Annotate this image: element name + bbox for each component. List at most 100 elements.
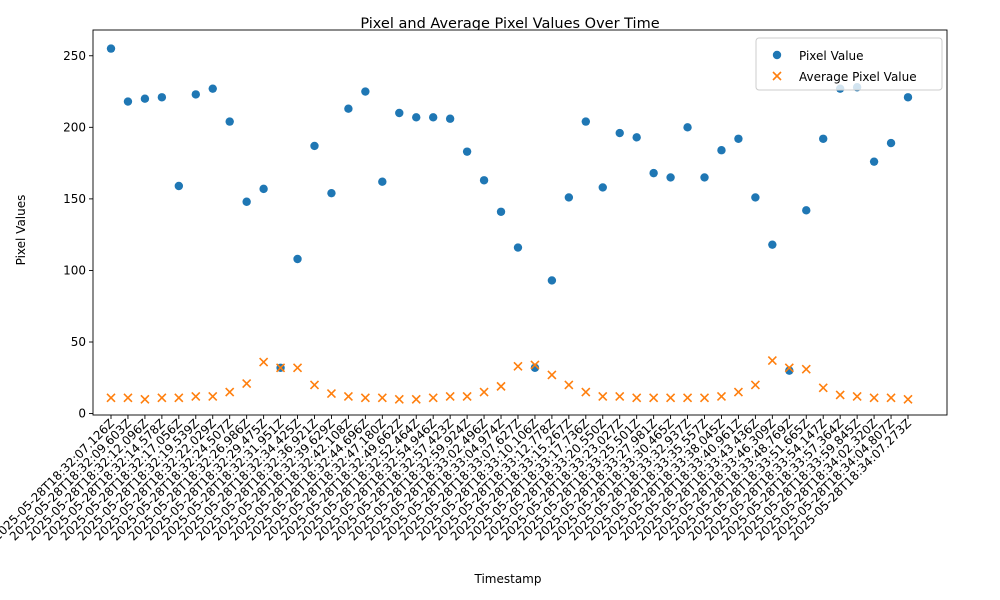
average-pixel-value-point — [259, 357, 269, 367]
average-pixel-value-point — [242, 378, 252, 389]
average-pixel-value-point — [343, 391, 353, 401]
pixel-value-point — [666, 173, 675, 182]
pixel-value-point — [700, 173, 709, 182]
average-pixel-value-point — [292, 363, 303, 373]
average-pixel-value-point — [801, 364, 811, 374]
average-pixel-value-point — [615, 391, 625, 401]
pixel-value-point — [547, 276, 557, 285]
average-pixel-value-point — [699, 393, 710, 403]
average-pixel-value-point — [598, 391, 608, 401]
average-pixel-value-point — [394, 394, 404, 404]
average-pixel-value-point — [326, 388, 337, 399]
y-tick-label: 50 — [71, 335, 86, 349]
legend-marker-pixel-value — [772, 50, 782, 60]
average-pixel-value-point — [496, 381, 506, 391]
pixel-value-point — [259, 184, 268, 194]
legend-box — [755, 37, 943, 91]
pixel-value-point — [513, 243, 523, 252]
average-pixel-value-point — [716, 391, 727, 401]
average-pixel-value-point — [903, 394, 913, 404]
average-pixel-value-point — [750, 380, 760, 390]
pixel-value-point — [632, 133, 641, 142]
pixel-value-point — [106, 44, 116, 53]
pixel-value-point — [819, 134, 828, 143]
pixel-value-point — [344, 104, 353, 113]
x-axis: 2025-05-28T18:32:07.126Z2025-05-28T18:32… — [0, 415, 914, 543]
average-pixel-value-point — [818, 383, 828, 393]
pixel-value-point — [802, 206, 811, 215]
pixel-value-point — [428, 113, 438, 122]
pixel-value-point — [293, 254, 302, 264]
average-pixel-value-point — [174, 393, 184, 403]
pixel-value-point — [649, 168, 658, 178]
average-pixel-value-point — [513, 361, 523, 371]
average-pixel-value-point — [530, 360, 540, 370]
pixel-value-point — [445, 114, 455, 123]
pixel-value-point — [683, 123, 692, 132]
pixel-value-point — [581, 117, 591, 126]
average-pixel-value-point — [649, 393, 659, 403]
pixel-value-point — [869, 157, 879, 166]
average-pixel-value-point — [852, 391, 862, 401]
average-pixel-value-point — [869, 393, 879, 403]
average-pixel-value-point — [208, 391, 218, 401]
plot-area — [93, 30, 947, 415]
average-pixel-value-point — [564, 380, 574, 390]
average-pixel-value-point — [479, 387, 489, 397]
legend-label-pixel-value: Pixel Value — [799, 49, 864, 63]
y-axis: 0 50 100 150 200 250 — [63, 49, 93, 421]
chart-title: Pixel and Average Pixel Values Over Time — [360, 16, 659, 32]
pixel-value-point — [598, 183, 607, 192]
pixel-value-point — [751, 193, 760, 202]
average-pixel-value-point — [140, 394, 150, 404]
average-pixel-value-point — [428, 393, 438, 403]
pixel-value-point — [768, 240, 777, 249]
series-average-pixel-value — [106, 356, 913, 404]
average-pixel-value-point — [225, 387, 235, 397]
y-tick-label: 250 — [63, 49, 86, 63]
pixel-value-point — [496, 207, 506, 216]
average-pixel-value-point — [377, 393, 387, 403]
average-pixel-value-point — [733, 387, 743, 397]
pixel-value-point — [191, 90, 200, 99]
y-tick-label: 150 — [63, 192, 86, 206]
average-pixel-value-point — [784, 363, 794, 373]
pixel-value-point — [564, 193, 574, 202]
pixel-value-point — [140, 94, 150, 103]
pixel-value-point — [225, 117, 234, 126]
series-pixel-value — [106, 44, 913, 375]
y-tick-label: 0 — [78, 407, 86, 421]
average-pixel-value-point — [123, 393, 133, 403]
pixel-value-point — [717, 146, 726, 155]
pixel-value-point — [208, 84, 217, 93]
average-pixel-value-point — [157, 393, 167, 403]
average-pixel-value-point — [581, 387, 591, 397]
average-pixel-value-point — [462, 391, 472, 401]
pixel-value-point — [327, 188, 336, 198]
pixel-value-point — [734, 134, 743, 143]
average-pixel-value-point — [191, 391, 201, 401]
average-pixel-value-point — [767, 356, 777, 366]
pixel-value-point — [615, 128, 624, 138]
pixel-value-point — [479, 176, 489, 185]
pixel-value-point — [395, 108, 404, 118]
pixel-value-point — [412, 113, 421, 122]
average-pixel-value-point — [411, 394, 421, 404]
pixel-value-point — [157, 93, 167, 102]
average-pixel-value-point — [666, 393, 676, 403]
y-tick-label: 200 — [63, 120, 86, 134]
x-axis-label: Timestamp — [474, 572, 542, 586]
average-pixel-value-point — [106, 393, 116, 403]
pixel-value-point — [530, 363, 540, 372]
average-pixel-value-point — [547, 370, 557, 380]
pixel-value-point — [310, 141, 319, 151]
pixel-value-point — [361, 87, 370, 96]
pixel-value-point — [174, 181, 184, 191]
average-pixel-value-point — [276, 363, 286, 373]
average-pixel-value-point — [360, 393, 370, 403]
y-tick-label: 100 — [63, 263, 86, 277]
average-pixel-value-point — [632, 393, 642, 403]
pixel-value-point — [462, 147, 472, 156]
legend: Pixel Value Average Pixel Value — [755, 37, 943, 91]
